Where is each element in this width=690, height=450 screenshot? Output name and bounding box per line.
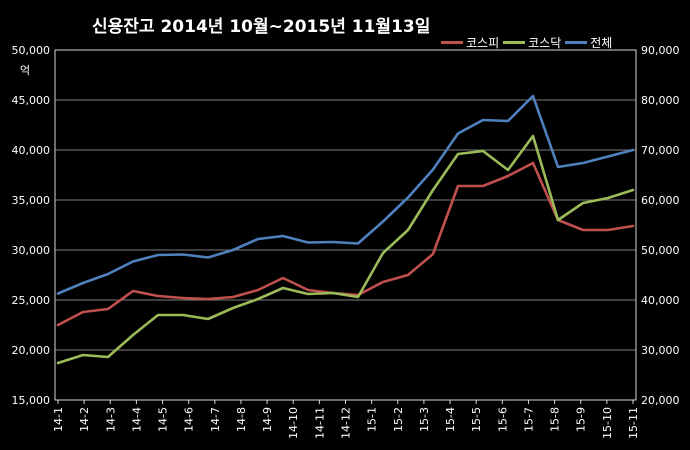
chart-title: 신용잔고 2014년 10월~2015년 11월13일 <box>92 17 431 37</box>
left-tick-label: 50,000 <box>12 44 51 57</box>
x-tick-label: 14-12 <box>340 407 353 439</box>
plot-border <box>54 49 637 401</box>
left-tick-label: 30,000 <box>12 244 51 257</box>
x-tick-label: 15-10 <box>601 407 614 439</box>
series-line-3 <box>56 94 635 295</box>
x-tick-label: 14-3 <box>104 407 117 432</box>
left-tick-label: 35,000 <box>12 194 51 207</box>
x-tick-label: 14-6 <box>183 407 196 432</box>
left-tick-label: 45,000 <box>12 94 51 107</box>
x-tick-label: 15-8 <box>549 407 562 432</box>
right-tick-label: 40,000 <box>641 294 680 307</box>
legend-swatch <box>503 41 526 44</box>
x-tick-label: 14-8 <box>235 407 248 432</box>
right-tick-label: 60,000 <box>641 194 680 207</box>
legend-label: 코스닥 <box>528 36 562 50</box>
x-tick-label: 14-11 <box>313 407 326 439</box>
legend-item-2: 코스닥 <box>503 34 561 51</box>
x-tick-label: 14-10 <box>287 407 300 439</box>
legend: 코스피 코스닥 전체 <box>437 33 612 51</box>
x-tick-label: 14-5 <box>157 407 170 432</box>
right-tick-label: 80,000 <box>641 94 680 107</box>
x-tick-label: 15-6 <box>496 407 509 432</box>
legend-swatch <box>565 41 588 44</box>
left-tick-label: 40,000 <box>12 144 51 157</box>
x-tick-label: 15-1 <box>366 407 379 432</box>
left-tick-label: 15,000 <box>12 394 51 407</box>
right-tick-label: 50,000 <box>641 244 680 257</box>
legend-swatch <box>441 41 463 44</box>
x-tick-label: 15-4 <box>444 407 457 432</box>
x-tick-label: 14-9 <box>261 407 274 432</box>
x-tick-label: 14-7 <box>209 407 222 432</box>
right-tick-label: 20,000 <box>641 394 680 407</box>
legend-label: 전체 <box>590 36 613 50</box>
x-tick-label: 15-2 <box>392 407 405 432</box>
y-axis-unit: 억 <box>20 64 31 77</box>
left-tick-label: 20,000 <box>12 344 51 357</box>
x-tick-label: 14-4 <box>130 407 143 432</box>
right-tick-label: 90,000 <box>641 44 680 57</box>
x-tick-label: 14-2 <box>78 407 91 432</box>
legend-item-3: 전체 <box>565 34 612 51</box>
right-tick-label: 70,000 <box>641 144 680 157</box>
x-tick-label: 15-11 <box>627 407 640 439</box>
x-tick-label: 15-5 <box>470 407 483 432</box>
x-tick-label: 15-3 <box>418 407 431 432</box>
x-tick-label: 14-1 <box>52 407 65 432</box>
left-tick-label: 25,000 <box>12 294 51 307</box>
legend-label: 코스피 <box>466 36 500 50</box>
x-tick-label: 15-9 <box>575 407 588 432</box>
right-tick-label: 30,000 <box>641 344 680 357</box>
series-line-2 <box>56 134 635 365</box>
legend-item-1: 코스피 <box>441 34 499 51</box>
x-tick-label: 15-7 <box>522 407 535 432</box>
